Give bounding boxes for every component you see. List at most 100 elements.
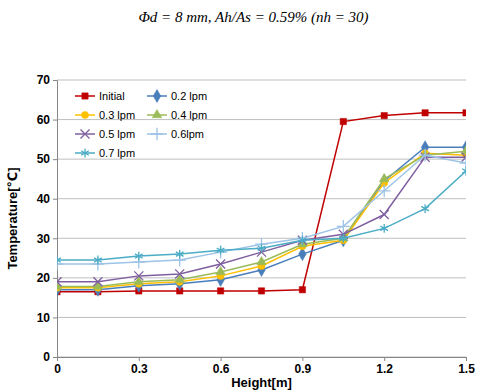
tick-label: 40: [37, 192, 51, 206]
tick: 60: [37, 113, 57, 127]
series-markers: [57, 150, 466, 292]
tick-mark: [53, 159, 57, 160]
tick: 10: [37, 311, 57, 325]
legend-marker: [81, 111, 88, 118]
marker: [258, 263, 266, 276]
tick: 0: [43, 350, 57, 364]
series-line: [57, 171, 466, 260]
series-markers: [57, 146, 466, 290]
marker: [463, 110, 466, 116]
marker: [379, 173, 389, 181]
marker: [381, 112, 387, 118]
marker: [214, 246, 227, 259]
tick-mark: [53, 278, 57, 279]
legend-label: Initial: [99, 90, 125, 102]
marker: [134, 271, 143, 280]
tick-label: 60: [37, 113, 51, 127]
legend: Initial0.2 lpm0.3 lpm0.4 lpm0.5 lpm0.6lp…: [75, 89, 207, 159]
series-markers: [57, 149, 466, 271]
tick-label: 20: [37, 271, 51, 285]
series-markers: [57, 141, 466, 297]
marker: [378, 184, 391, 197]
tick: 1.2: [376, 357, 393, 376]
tick: 50: [37, 152, 57, 166]
series-line: [57, 155, 466, 264]
legend-item: 0.6lpm: [147, 128, 204, 141]
tick-mark: [53, 238, 57, 239]
marker: [258, 288, 264, 294]
marker: [337, 220, 350, 233]
marker: [422, 110, 428, 116]
legend-label: 0.5 lpm: [99, 128, 135, 140]
marker: [419, 149, 432, 162]
marker: [176, 250, 184, 259]
marker: [57, 277, 62, 286]
tick-label: 30: [37, 232, 51, 246]
tick: 20: [37, 271, 57, 285]
chart: Φd = 8 mm, Ah/As = 0.59% (nh = 30)00.30.…: [0, 0, 487, 391]
marker: [296, 232, 309, 245]
series-line: [57, 153, 466, 288]
tick-label: 0: [43, 350, 50, 364]
tick: 0: [54, 357, 61, 376]
tick-mark: [53, 199, 57, 200]
plot-area: [57, 110, 466, 297]
marker: [462, 167, 466, 176]
tick-label: 50: [37, 152, 51, 166]
tick-label: 0: [54, 362, 61, 376]
tick-label: 0.6: [213, 362, 230, 376]
marker: [380, 224, 388, 233]
legend-label: 0.4 lpm: [171, 109, 207, 121]
legend-label: 0.7 lpm: [99, 147, 135, 159]
legend-marker: [82, 93, 88, 99]
tick: 0.6: [213, 357, 230, 376]
marker: [217, 246, 225, 255]
legend-marker: [80, 129, 89, 138]
tick-label: 1.2: [376, 362, 393, 376]
axis-line: [53, 81, 58, 358]
legend-label: 0.6lpm: [171, 128, 204, 140]
grid-line: [57, 317, 466, 318]
tick: 30: [37, 232, 57, 246]
marker: [134, 276, 144, 284]
tick-mark: [139, 357, 140, 361]
marker: [380, 210, 389, 219]
x-axis-label: Height[m]: [231, 375, 292, 390]
marker: [217, 273, 225, 286]
marker: [57, 256, 61, 265]
marker: [175, 274, 185, 282]
grid: [57, 80, 466, 357]
series-markers: [57, 110, 466, 295]
legend-item: 0.4 lpm: [147, 109, 207, 121]
series-markers: [57, 167, 466, 265]
legend-item: Initial: [75, 90, 125, 102]
tick: 70: [37, 73, 57, 87]
tick-mark: [302, 357, 303, 361]
series-line: [57, 113, 466, 292]
tick: 40: [37, 192, 57, 206]
tick: 1.5: [458, 357, 475, 376]
legend-item: 0.5 lpm: [75, 128, 135, 140]
tick-mark: [53, 317, 57, 318]
marker: [216, 259, 225, 268]
legend-marker: [151, 128, 164, 141]
marker: [257, 256, 267, 264]
tick: 0.9: [295, 357, 312, 376]
marker: [93, 277, 102, 286]
tick-label: 1.5: [458, 362, 475, 376]
title: Φd = 8 mm, Ah/As = 0.59% (nh = 30): [138, 9, 368, 26]
tick-mark: [53, 120, 57, 121]
series-line: [57, 147, 466, 289]
marker: [135, 252, 143, 261]
marker: [299, 236, 307, 245]
x-axis: 00.30.60.91.21.5: [54, 357, 475, 376]
marker: [217, 288, 223, 294]
legend-item: 0.2 lpm: [147, 89, 207, 102]
legend-label: 0.2 lpm: [171, 90, 207, 102]
tick-mark: [466, 357, 467, 361]
y-axis: 0 10 20 30 40 50 60 70: [37, 73, 58, 364]
axis-line: [58, 358, 467, 362]
tick-label: 10: [37, 311, 51, 325]
legend-marker: [152, 109, 162, 117]
marker: [299, 287, 305, 293]
